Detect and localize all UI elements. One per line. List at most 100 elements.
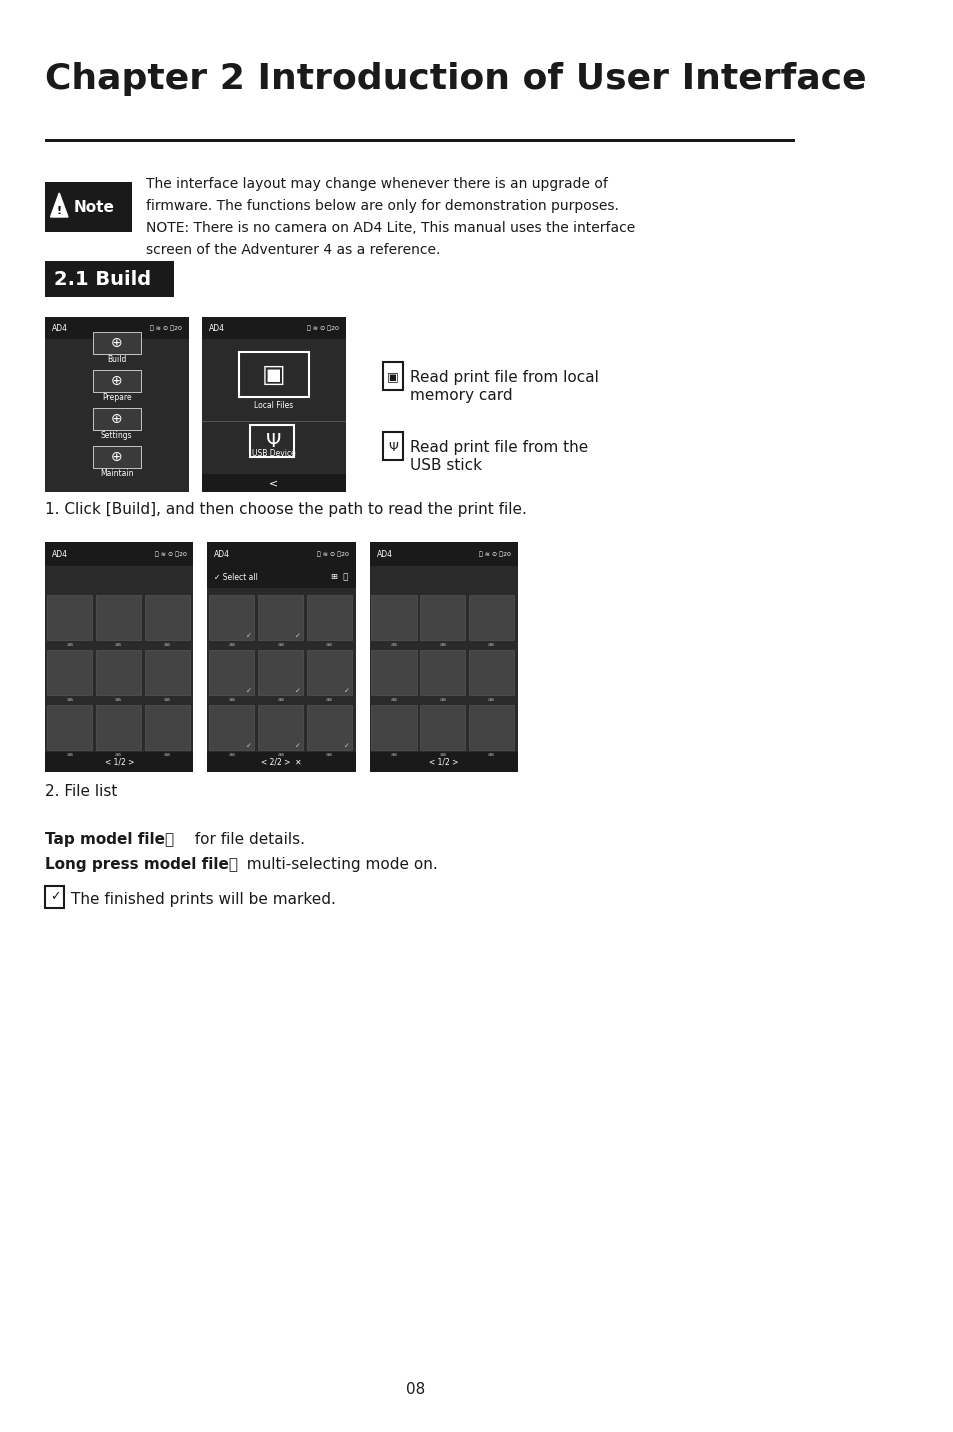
Text: 🔒 ≋ ⊙ 🌡20: 🔒 ≋ ⊙ 🌡20 (154, 551, 186, 557)
Text: aa: aa (115, 697, 122, 702)
Bar (47, 596, 92, 640)
Text: ✓: ✓ (246, 633, 252, 639)
Bar (257, 596, 303, 640)
Text: 2. File list: 2. File list (46, 783, 117, 799)
Text: AD4: AD4 (52, 324, 69, 332)
Bar (209, 705, 254, 750)
Text: 1. Click [Build], and then choose the path to read the print file.: 1. Click [Build], and then choose the pa… (46, 503, 527, 517)
Bar (46, 541, 193, 772)
Text: USB stick: USB stick (409, 458, 481, 473)
Bar (145, 596, 190, 640)
Text: Note: Note (73, 199, 114, 215)
Text: aa: aa (276, 752, 284, 758)
Text: ▣: ▣ (387, 371, 398, 384)
Text: 🔒 ≋ ⊙ 🌡20: 🔒 ≋ ⊙ 🌡20 (307, 325, 338, 331)
Text: aa: aa (228, 752, 235, 758)
Text: ✓: ✓ (344, 687, 350, 695)
Bar (209, 596, 254, 640)
Text: aa: aa (390, 752, 397, 758)
Text: ⊕: ⊕ (111, 337, 123, 349)
Text: NOTE: There is no camera on AD4 Lite, This manual uses the interface: NOTE: There is no camera on AD4 Lite, Th… (146, 221, 635, 235)
Text: Maintain: Maintain (100, 468, 133, 477)
Text: ⊕: ⊕ (111, 374, 123, 388)
Bar (207, 541, 355, 772)
Bar (46, 182, 132, 232)
Text: 2.1 Build: 2.1 Build (54, 269, 151, 288)
Text: 🔒 ≋ ⊙ 🌡20: 🔒 ≋ ⊙ 🌡20 (151, 325, 182, 331)
Text: aa: aa (488, 697, 495, 702)
Text: < 1/2 >: < 1/2 > (105, 758, 134, 766)
Text: aa: aa (66, 752, 73, 758)
Bar (468, 650, 514, 695)
Text: Tap model file：: Tap model file： (46, 832, 174, 846)
Bar (371, 705, 416, 750)
Text: !: ! (56, 206, 62, 216)
Bar (371, 596, 416, 640)
Bar (46, 139, 794, 142)
Text: AD4: AD4 (214, 550, 231, 558)
Polygon shape (51, 193, 68, 218)
Bar (257, 705, 303, 750)
Bar (47, 650, 92, 695)
Text: 🔒 ≋ ⊙ 🌡20: 🔒 ≋ ⊙ 🌡20 (316, 551, 348, 557)
Bar (207, 566, 355, 589)
Text: Build: Build (107, 355, 127, 364)
Bar (46, 316, 189, 493)
Bar (419, 705, 465, 750)
Text: <: < (269, 478, 278, 488)
Text: ✓: ✓ (246, 687, 252, 695)
Text: aa: aa (228, 697, 235, 702)
Bar (95, 650, 141, 695)
Text: aa: aa (390, 697, 397, 702)
Text: Ψ: Ψ (266, 431, 281, 451)
Text: aa: aa (164, 697, 171, 702)
Text: screen of the Adventurer 4 as a reference.: screen of the Adventurer 4 as a referenc… (146, 243, 440, 256)
Text: USB Device: USB Device (252, 448, 295, 457)
Text: aa: aa (488, 642, 495, 647)
Text: aa: aa (164, 642, 171, 647)
Text: ⊞  🗑: ⊞ 🗑 (331, 573, 348, 581)
Text: aa: aa (326, 752, 333, 758)
Bar (93, 408, 141, 430)
Text: aa: aa (164, 752, 171, 758)
Text: aa: aa (115, 642, 122, 647)
Text: The interface layout may change whenever there is an upgrade of: The interface layout may change whenever… (146, 178, 608, 190)
Bar (145, 705, 190, 750)
Text: 08: 08 (406, 1382, 425, 1398)
Text: Prepare: Prepare (102, 392, 132, 401)
Bar (468, 596, 514, 640)
Text: aa: aa (488, 752, 495, 758)
Text: ⊕: ⊕ (111, 450, 123, 464)
Text: ✓: ✓ (344, 743, 350, 749)
Bar (209, 650, 254, 695)
Text: aa: aa (276, 642, 284, 647)
Text: aa: aa (438, 642, 446, 647)
Bar (47, 705, 92, 750)
Bar (93, 332, 141, 354)
Text: ▣: ▣ (261, 362, 285, 387)
Text: ✓ Select all: ✓ Select all (214, 573, 258, 581)
Text: Long press model file：: Long press model file： (46, 856, 238, 872)
Bar (202, 474, 346, 493)
Bar (95, 705, 141, 750)
Bar (468, 705, 514, 750)
Text: 🔒 ≋ ⊙ 🌡20: 🔒 ≋ ⊙ 🌡20 (478, 551, 510, 557)
Bar (202, 316, 346, 339)
Text: aa: aa (115, 752, 122, 758)
Bar (202, 316, 346, 493)
Bar (369, 541, 517, 566)
Text: aa: aa (228, 642, 235, 647)
Text: ⊕: ⊕ (111, 412, 123, 425)
Text: Ψ: Ψ (388, 441, 397, 454)
Text: aa: aa (66, 697, 73, 702)
Bar (46, 316, 189, 339)
Text: AD4: AD4 (376, 550, 392, 558)
Bar (307, 596, 352, 640)
Text: ✓: ✓ (294, 633, 301, 639)
Text: < 2/2 >  ✕: < 2/2 > ✕ (261, 758, 301, 766)
Bar (207, 541, 355, 566)
Text: Chapter 2 Introduction of User Interface: Chapter 2 Introduction of User Interface (46, 62, 866, 96)
Bar (238, 352, 308, 397)
Bar (383, 362, 402, 390)
Text: ✓: ✓ (246, 743, 252, 749)
